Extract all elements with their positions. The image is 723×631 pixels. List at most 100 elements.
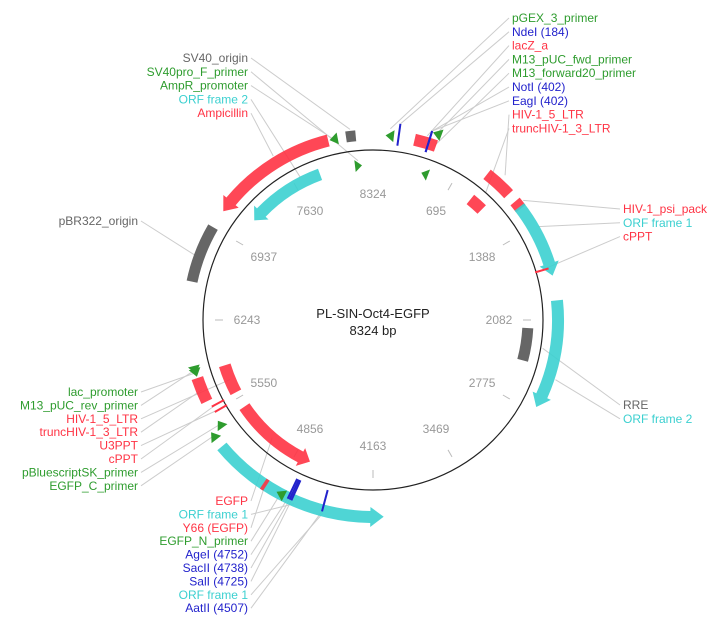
feature-feature [483,169,514,199]
tick-label: 6243 [234,313,261,327]
label-m13-puc-fwd-primer[interactable]: M13_pUC_fwd_primer [512,52,632,66]
label-rre[interactable]: RRE [623,398,648,412]
leader-line [250,499,291,569]
restriction-site-marker [290,479,302,501]
label-sali-4725[interactable]: SalI (4725) [189,574,248,588]
label-cppt[interactable]: cPPT [109,452,139,466]
label-hiv-1-5-ltr[interactable]: HIV-1_5_LTR [66,412,138,426]
label-egfp-c-primer[interactable]: EGFP_C_primer [49,479,138,493]
label-egfp-n-primer[interactable]: EGFP_N_primer [159,534,248,548]
tick-mark [502,394,511,400]
label-pbluescriptsk-primer[interactable]: pBluescriptSK_primer [22,465,138,479]
label-y66-egfp[interactable]: Y66 (EGFP) [183,521,248,535]
label-cppt[interactable]: cPPT [623,230,653,244]
label-hiv-1-psi-pack[interactable]: HIV-1_psi_pack [623,202,708,216]
label-eagi-402[interactable]: EagI (402) [512,94,568,108]
leader-line [140,389,202,433]
feature-feature [510,197,526,213]
leader-line [140,369,196,406]
leader-line [140,408,222,447]
label-sv40-origin[interactable]: SV40_origin [183,51,248,65]
leader-line [390,17,510,130]
leader-line [250,71,359,162]
primer-arrow-icon [432,129,444,141]
label-lac-promoter[interactable]: lac_promoter [68,385,138,399]
leader-lines [140,17,621,609]
leader-line [250,437,273,502]
label-sacii-4738[interactable]: SacII (4738) [183,561,248,575]
label-egfp[interactable]: EGFP [215,494,248,508]
label-ndei-184[interactable]: NdeI (184) [512,25,569,39]
feature-orf [514,203,559,276]
leader-line [250,500,292,582]
tick-label: 2775 [469,376,496,390]
label-orf-frame-2[interactable]: ORF frame 2 [179,92,249,106]
tick-label: 2082 [486,313,513,327]
plasmid-name: PL-SIN-Oct4-EGFP [316,306,429,321]
feature-feature [259,478,270,491]
primer-arrow-icon [421,169,431,181]
label-trunchiv-1-3-ltr[interactable]: truncHIV-1_3_LTR [40,425,139,439]
label-aatii-4507[interactable]: AatII (4507) [185,601,248,615]
primer-arrow-icon [329,132,339,145]
feature-feature [191,376,213,404]
leader-line [140,402,219,460]
leader-line [431,86,510,132]
label-orf-frame-2[interactable]: ORF frame 2 [623,412,693,426]
tick-label: 1388 [469,250,496,264]
tick-label: 6937 [251,250,278,264]
tick-mark [447,182,453,191]
leader-line [250,503,295,515]
label-u3ppt[interactable]: U3PPT [99,439,138,453]
feature-orf [217,442,384,527]
restriction-site-marker [424,130,434,153]
primer-arrow-icon [354,160,363,173]
feature-feature [466,194,486,214]
leader-line [538,222,621,228]
feature-origin [186,224,218,283]
tick-label: 4856 [297,422,324,436]
label-ampr-promoter[interactable]: AmpR_promoter [160,79,248,93]
label-noti-402[interactable]: NotI (402) [512,80,565,94]
label-m13-forward20-primer[interactable]: M13_forward20_primer [512,66,636,80]
feature-feature [534,267,549,274]
leader-line [555,379,621,420]
label-pgex-3-primer[interactable]: pGEX_3_primer [512,11,598,25]
leader-line [140,220,199,258]
feature-orf [532,299,564,408]
leader-line [434,72,510,146]
backbone-circle [202,149,544,491]
label-lacz-a[interactable]: lacZ_a [512,39,548,53]
tick-label: 7630 [297,204,324,218]
leader-line [250,85,334,140]
plasmid-length: 8324 bp [350,323,397,338]
tick-mark [235,394,244,400]
tick-mark [235,240,244,246]
restriction-site-marker [396,123,402,146]
label-ampicillin[interactable]: Ampicillin [197,106,248,120]
label-orf-frame-1[interactable]: ORF frame 1 [179,507,249,521]
leader-line [504,114,510,176]
leader-line [250,511,323,609]
label-orf-frame-1[interactable]: ORF frame 1 [623,216,693,230]
restriction-site-marker [288,479,300,500]
leader-line [400,31,510,125]
feature-origin [345,130,357,143]
tick-marks: 695 1388 2082 2775 3469 4163 4856 5550 6243 6937 7… [215,182,531,478]
primer-arrow-icon [276,490,288,502]
tick-mark [502,240,511,246]
label-orf-frame-1[interactable]: ORF frame 1 [179,588,249,602]
leader-line [250,493,281,542]
primer-arrow-icon [211,432,222,444]
label-trunchiv-1-3-ltr[interactable]: truncHIV-1_3_LTR [512,121,611,135]
label-hiv-1-5-ltr[interactable]: HIV-1_5_LTR [512,108,584,122]
feature-feature [214,404,228,413]
leader-line [250,57,351,130]
label-m13-puc-rev-primer[interactable]: M13_pUC_rev_primer [20,398,138,412]
label-pbr322-origin[interactable]: pBR322_origin [59,214,138,228]
label-sv40pro-f-primer[interactable]: SV40pro_F_primer [147,65,248,79]
label-agei-4752[interactable]: AgeI (4752) [185,548,248,562]
restriction-site-marker [286,478,299,500]
leader-line [523,199,621,210]
